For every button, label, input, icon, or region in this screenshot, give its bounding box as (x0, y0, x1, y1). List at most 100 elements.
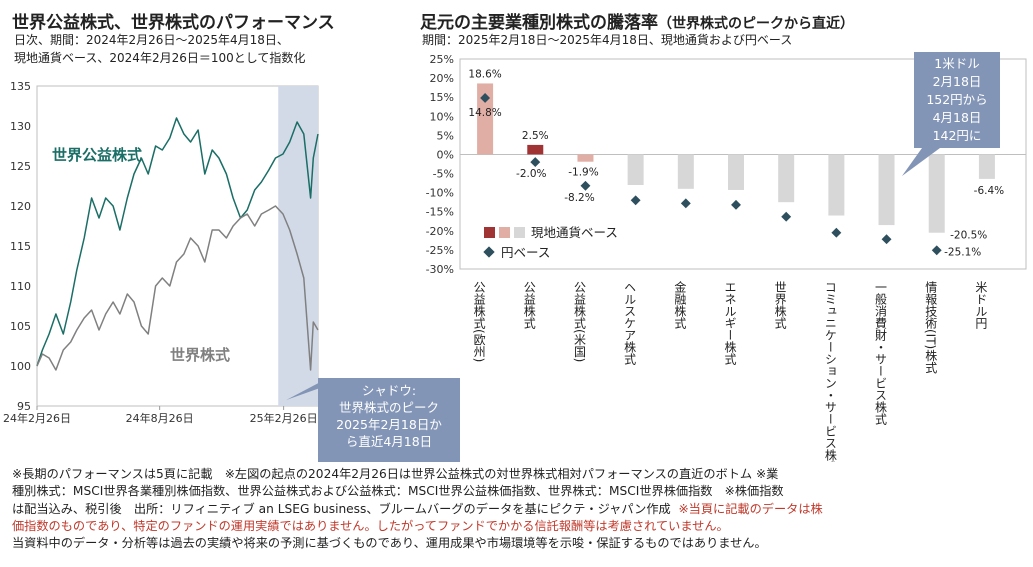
category-label: コミュニケーション・サービス株式 (823, 281, 837, 462)
y-tick-label: 120 (10, 200, 31, 213)
y-tick-label: -15% (426, 206, 454, 219)
data-label-local: -20.5% (950, 230, 987, 242)
footnote-line-4-warning: 価指数のものであり、特定のファンドの運用実績ではありません。したがってファンドで… (12, 518, 729, 533)
category-label: ヘルスケア株式 (623, 281, 637, 365)
bar-local-currency (728, 154, 744, 190)
y-tick-label: 135 (10, 80, 31, 93)
y-tick-label: 15% (430, 91, 454, 104)
y-tick-label: -30% (426, 263, 454, 276)
y-tick-label: 130 (10, 120, 31, 133)
y-tick-label: 105 (10, 320, 31, 333)
footnote-line-2: 種別株式：MSCI世界各業種別株価指数、世界公益株式および公益株式：MSCI世界… (12, 484, 784, 499)
y-tick-label: 125 (10, 160, 31, 173)
marker-yen (831, 227, 842, 238)
footnotes: ※長期のパフォーマンスは5頁に記載 ※左図の起点の2024年2月26日は世界公益… (12, 466, 1022, 552)
category-label: 公益株式(米国) (572, 281, 586, 362)
bar-local-currency (677, 154, 694, 189)
y-tick-label: 95 (17, 400, 31, 413)
data-label-yen: 14.8% (468, 107, 501, 119)
fx-callout-line: 2月18日 (933, 74, 982, 89)
left-chart-subtitle-2: 現地通貨ベース、2024年2月26日＝100として指数化 (14, 51, 306, 65)
y-tick-label: 100 (10, 360, 31, 373)
data-label-local: 2.5% (522, 130, 549, 142)
marker-yen (580, 180, 591, 191)
left-chart-title: 世界公益株式、世界株式のパフォーマンス (12, 13, 335, 33)
bar-local-currency (477, 83, 494, 155)
legend-swatch-highlight (484, 227, 495, 238)
data-label-local: 18.6% (468, 68, 501, 80)
footnote-line-1: ※長期のパフォーマンスは5頁に記載 ※左図の起点の2024年2月26日は世界公益… (12, 467, 779, 481)
y-tick-label: 0% (437, 148, 454, 161)
footnote-line-3: は配当込み、税引後 出所：リフィニティブ an LSEG business、ブル… (12, 501, 1022, 518)
marker-yen (530, 157, 541, 168)
bar-local-currency (978, 154, 995, 179)
x-tick-label: 24年8月26日 (126, 411, 194, 425)
y-tick-label: 25% (430, 53, 454, 66)
data-label-yen: -2.0% (516, 168, 546, 180)
category-label: 公益株式 (522, 281, 536, 329)
bar-local-currency (928, 154, 945, 233)
legend-swatch-pink (499, 227, 510, 238)
category-label: 金融株式 (673, 280, 687, 329)
footnote-line-3-text: は配当込み、税引後 出所：リフィニティブ an LSEG business、ブル… (12, 501, 671, 516)
right-chart-title-suffix: （世界株式のピークから直近） (658, 16, 854, 32)
category-label: 一般消費財・サービス株式 (874, 281, 888, 425)
bar-local-currency (627, 154, 644, 185)
series-label-public-utilities: 世界公益株式 (52, 146, 142, 164)
right-chart-subtitle: 期間：2025年2月18日～2025年4月18日、現地通貨および円ベース (422, 33, 793, 47)
left-chart-subtitle-1: 日次、期間：2024年2月26日～2025年4月18日、 (14, 33, 289, 47)
marker-yen (931, 245, 942, 256)
data-label-yen: -8.2% (564, 192, 594, 204)
category-label: エネルギー株式 (723, 281, 737, 365)
data-label-local: -1.9% (568, 167, 598, 179)
y-tick-label: 115 (10, 240, 31, 253)
y-tick-label: 5% (437, 129, 454, 142)
x-tick-label: 25年2月26日 (250, 411, 318, 425)
y-tick-label: 20% (430, 72, 454, 85)
callout-text-line: ら直近4月18日 (346, 434, 432, 449)
bar-local-currency (577, 154, 594, 162)
bar-local-currency (778, 154, 795, 203)
legend-marker-yen (483, 246, 495, 258)
footnote-line-5: 当資料中のデータ・分析等は過去の実績や将来の予測に基づくものであり、運用成果や市… (12, 536, 767, 551)
fx-callout-line: 4月18日 (933, 110, 982, 125)
bar-local-currency (878, 154, 895, 226)
footnote-line-3-warning: ※当頁に記載のデータは株 (678, 501, 823, 516)
callout-text-line: シャドウ: (362, 383, 416, 398)
category-label: 公益株式(欧州) (472, 281, 486, 362)
data-label-local: -6.4% (974, 185, 1004, 197)
marker-yen (781, 211, 792, 222)
fx-callout-line: 142円に (933, 128, 982, 143)
y-tick-label: -25% (426, 244, 454, 257)
fx-callout-line: 1米ドル (934, 56, 979, 71)
legend-swatch-gray (514, 227, 525, 238)
fx-callout-pointer (902, 148, 940, 176)
y-tick-label: 110 (10, 280, 31, 293)
series-line-public-utilities (36, 117, 319, 367)
series-line-world-equity (36, 205, 319, 371)
marker-yen (630, 195, 641, 206)
fx-callout-line: 152円から (926, 92, 987, 107)
right-chart-title-main: 足元の主要業種別株式の騰落率 (420, 13, 658, 33)
sector-return-bar-chart: 25% 20% 15% 10% 5% 0% -5% -10% -15% -20% -25% -30% 公… (426, 52, 1027, 462)
right-chart-title: 足元の主要業種別株式の騰落率（世界株式のピークから直近） (420, 8, 854, 33)
callout-box (318, 378, 460, 462)
shaded-period (278, 86, 318, 406)
bar-local-currency (527, 144, 544, 155)
y-tick-label: -10% (426, 187, 454, 200)
callout-text-line: 世界株式のピーク (339, 400, 439, 415)
bar-local-currency (828, 154, 845, 216)
category-label: 米ドル円 (974, 281, 988, 329)
x-tick-label: 24年2月26日 (3, 411, 71, 425)
category-label: 情報技術(IT)株式 (924, 281, 938, 374)
marker-yen (680, 198, 691, 209)
marker-yen (731, 199, 741, 210)
y-tick-label: -20% (426, 225, 454, 238)
series-label-world-equity: 世界株式 (170, 346, 230, 364)
bar-plot-area (459, 58, 1027, 270)
data-label-yen: -25.1% (944, 246, 981, 258)
callout-text-line: 2025年2月18日か (336, 417, 442, 432)
legend-label-local-currency: 現地通貨ベース (531, 225, 618, 240)
y-tick-label: 10% (430, 110, 454, 123)
y-tick-label: -5% (433, 168, 454, 181)
